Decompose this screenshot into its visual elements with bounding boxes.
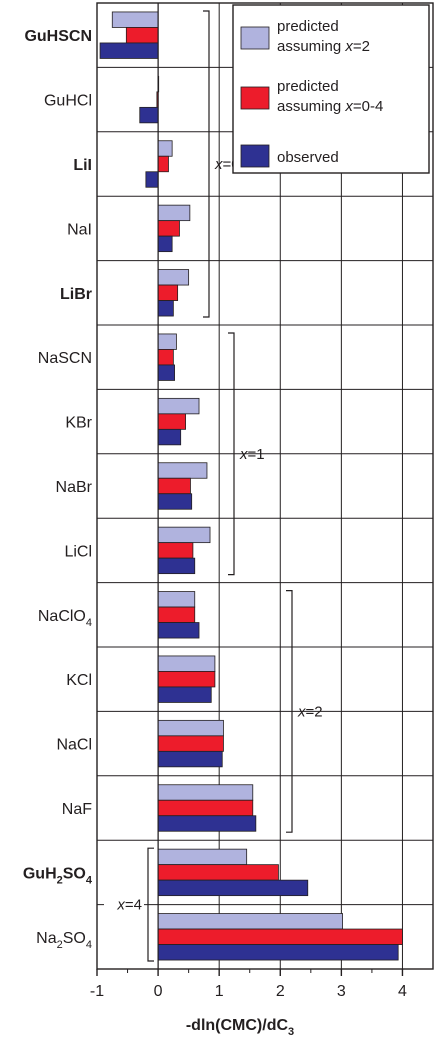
legend-label-1-1: assuming x=0-4	[277, 98, 383, 115]
x-axis-ticks: -1 0 1 2 3 4	[90, 969, 407, 1000]
bar-libr-s2	[157, 300, 174, 317]
category-label-2: LiI	[73, 157, 92, 174]
bar-guh2so4-s0	[157, 848, 248, 866]
category-label-6: KBr	[65, 415, 92, 432]
category-label-11: NaCl	[56, 737, 92, 754]
bar-nacl-s2	[157, 750, 223, 768]
bar-nabr-s0	[157, 462, 208, 479]
x-axis-title-subscript: 3	[288, 1026, 294, 1038]
bar-libr-s0	[157, 269, 190, 286]
x-axis-title: -dln(CMC)/dC3	[186, 1017, 294, 1038]
bar-nai-s0	[157, 204, 191, 222]
category-labels: GuHSCN GuHCl LiI NaI LiBr NaSCN KBr NaBr LiCl NaC…	[23, 28, 93, 951]
group-bracket-1	[228, 332, 235, 576]
bar-licl-s0	[157, 526, 211, 544]
category-label-7: NaBr	[56, 479, 93, 496]
group-label-backdrop	[104, 891, 144, 912]
bar-nabr-s1	[157, 477, 191, 495]
bar-na2so4-s1	[157, 928, 403, 945]
category-label-5: NaSCN	[38, 350, 92, 367]
bar-naf-s1	[157, 799, 254, 817]
x-tick-label-3: 2	[276, 983, 285, 1000]
group-bracket-2	[286, 590, 293, 833]
category-label-4: LiBr	[60, 286, 92, 303]
bar-guh2so4-s1	[157, 864, 279, 881]
bar-naf-s0	[157, 784, 254, 801]
bar-kbr-s2	[157, 428, 182, 446]
bar-guh2so4-s2	[157, 879, 309, 897]
category-label-8: LiCl	[64, 543, 92, 560]
legend-swatch-2	[240, 144, 270, 168]
x-tick-label-5: 4	[398, 983, 407, 1000]
bar-licl-s1	[157, 542, 194, 559]
bar-kbr-s0	[157, 397, 200, 415]
bar-nascn-s1	[157, 349, 174, 366]
bar-nacl-s0	[157, 719, 224, 737]
bar-nascn-s2	[157, 364, 175, 381]
category-label-12: NaF	[62, 801, 92, 818]
group-label-3: x=4	[116, 897, 142, 914]
category-label-9: NaClO4	[38, 608, 92, 629]
bar-kcl-s0	[157, 655, 216, 672]
bar-naclo4-s2	[157, 622, 200, 639]
x-tick-label-0: -1	[90, 983, 104, 1000]
x-tick-label-2: 1	[215, 983, 224, 1000]
plot-frame	[96, 2, 434, 970]
legend-swatch-1	[240, 86, 270, 110]
category-label-10: KCl	[66, 672, 92, 689]
group-brackets: x=0x=1x=2x=4	[104, 10, 323, 962]
bar-guhscn-s1	[125, 27, 159, 44]
bar-lii-s0	[157, 140, 173, 157]
category-label-1: GuHCl	[44, 93, 92, 110]
legend: predicted assuming x=2 predicted assuming x…	[232, 4, 430, 174]
bar-guhscn-s0	[111, 11, 159, 28]
group-bracket-0	[203, 10, 210, 318]
frame-layer	[96, 2, 434, 970]
bar-naclo4-s0	[157, 591, 196, 608]
group-bracket-3	[147, 847, 154, 962]
bar-na2so4-s2	[157, 944, 399, 961]
x-tick-label-4: 3	[337, 983, 346, 1000]
category-label-14: Na2SO4	[36, 930, 92, 951]
bar-lii-s1	[157, 155, 169, 173]
bar-nai-s1	[157, 220, 180, 237]
x-tick-label-1: 0	[154, 983, 163, 1000]
group-label-1: x=1	[239, 446, 265, 463]
legend-label-2-0: observed	[277, 149, 339, 166]
bar-nai-s2	[157, 235, 173, 253]
bar-nabr-s2	[157, 493, 193, 510]
bar-guhscn-s2	[99, 42, 159, 59]
bar-libr-s1	[157, 284, 179, 301]
x-axis-title-main: -dln(CMC)/dC	[186, 1017, 289, 1034]
bar-lii-s2	[145, 171, 159, 188]
bar-licl-s2	[157, 557, 196, 575]
bar-nacl-s1	[157, 735, 224, 752]
bar-kbr-s1	[157, 413, 186, 430]
legend-label-1-0: predicted	[277, 78, 339, 95]
group-label-2: x=2	[297, 703, 323, 720]
legend-swatch-0	[240, 26, 270, 50]
bar-nascn-s0	[157, 333, 177, 350]
category-label-0: GuHSCN	[24, 28, 92, 45]
bar-naclo4-s1	[157, 606, 196, 623]
legend-label-0-1: assuming x=2	[277, 38, 370, 55]
bar-naf-s2	[157, 815, 257, 832]
category-label-3: NaI	[67, 221, 92, 238]
bar-na2so4-s0	[157, 913, 343, 930]
legend-label-0-0: predicted	[277, 18, 339, 35]
bar-kcl-s2	[157, 686, 212, 703]
category-label-13: GuH2SO4	[23, 865, 93, 886]
bar-guhcl-s2	[139, 106, 159, 124]
bar-kcl-s1	[157, 671, 216, 688]
